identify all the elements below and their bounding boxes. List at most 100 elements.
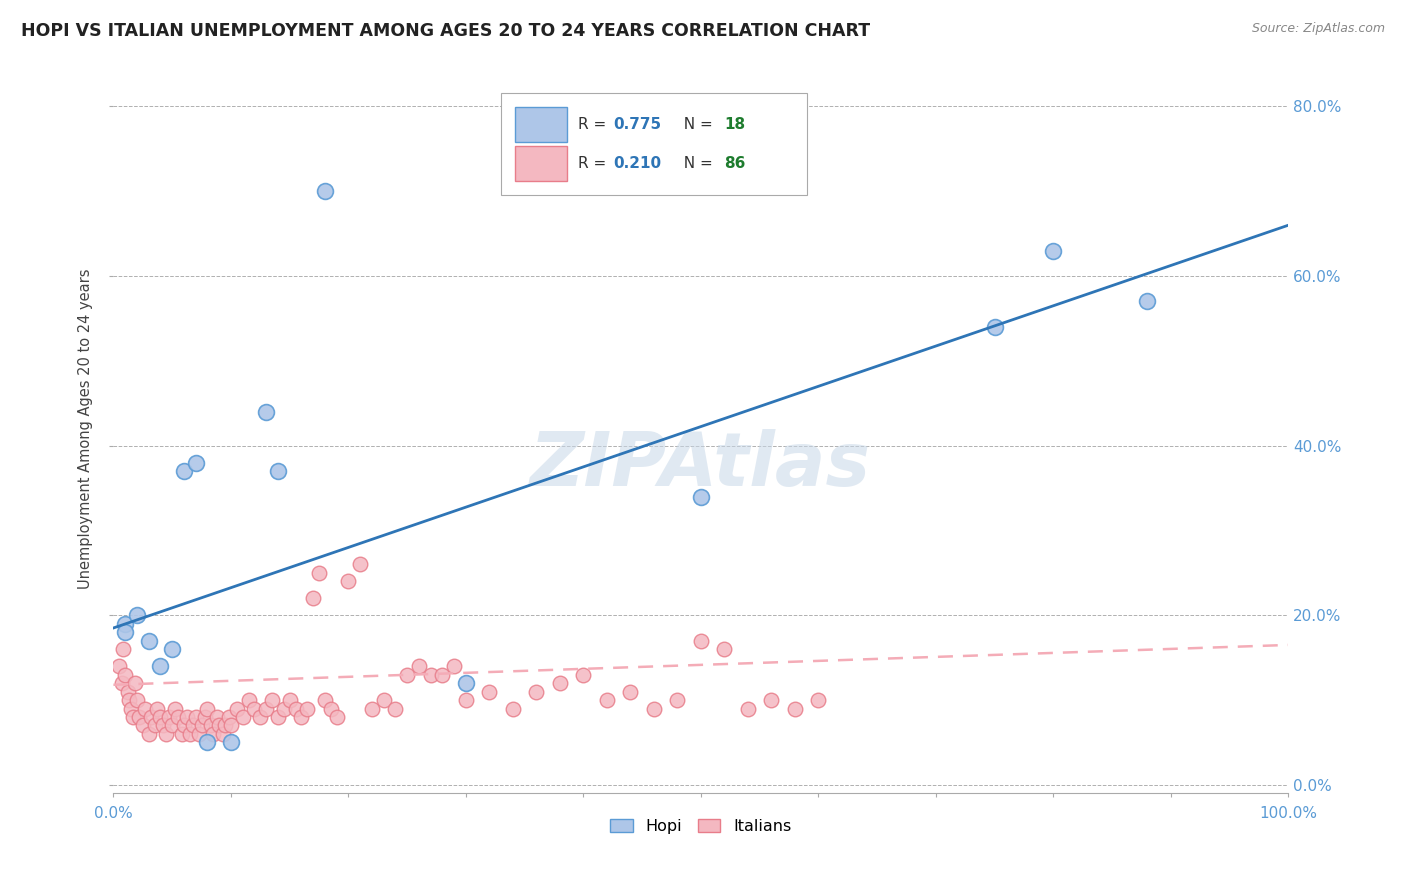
Point (176, 710, 198, 724)
Text: ZIPAtlas: ZIPAtlas (530, 429, 872, 501)
Point (184, 456, 207, 470)
Point (432, 667, 454, 681)
Point (713, 642, 735, 657)
Point (143, 718, 166, 732)
Text: 86: 86 (724, 156, 745, 171)
Point (319, 701, 342, 715)
Point (225, 701, 247, 715)
Point (408, 659, 430, 673)
Point (124, 676, 146, 690)
Point (200, 718, 222, 732)
Point (184, 710, 207, 724)
Point (273, 701, 295, 715)
Point (218, 710, 240, 724)
Point (152, 718, 174, 732)
Text: R =: R = (578, 156, 610, 171)
Point (690, 490, 713, 504)
Point (194, 710, 217, 724)
Point (314, 693, 336, 707)
Point (384, 701, 406, 715)
Text: 0.210: 0.210 (613, 156, 661, 171)
Text: N =: N = (673, 156, 717, 171)
Point (1042, 244, 1064, 258)
Point (737, 701, 759, 715)
Text: R =: R = (578, 117, 610, 132)
Point (548, 676, 571, 690)
Point (134, 701, 156, 715)
Point (807, 693, 830, 707)
Y-axis label: Unemployment Among Ages 20 to 24 years: Unemployment Among Ages 20 to 24 years (79, 268, 93, 589)
Point (163, 701, 186, 715)
Point (181, 718, 204, 732)
Point (666, 693, 689, 707)
Point (478, 684, 501, 698)
Point (122, 710, 145, 724)
Point (454, 693, 477, 707)
Point (108, 659, 131, 673)
Point (314, 184, 336, 198)
Point (249, 710, 271, 724)
FancyBboxPatch shape (515, 146, 567, 181)
Point (208, 718, 231, 732)
Point (308, 566, 330, 580)
Point (146, 701, 169, 715)
Point (232, 710, 254, 724)
Point (219, 718, 242, 732)
Point (167, 710, 190, 724)
Point (284, 701, 307, 715)
Text: 18: 18 (724, 117, 745, 132)
Point (179, 727, 201, 741)
Text: N =: N = (673, 117, 717, 132)
FancyBboxPatch shape (501, 94, 807, 195)
Point (111, 676, 134, 690)
Legend: Hopi, Italians: Hopi, Italians (605, 812, 797, 840)
Point (138, 727, 160, 741)
Point (596, 693, 619, 707)
Point (783, 701, 806, 715)
Point (396, 667, 419, 681)
Point (128, 710, 150, 724)
Point (526, 684, 548, 698)
Point (117, 684, 139, 698)
Point (125, 608, 148, 623)
Point (267, 710, 290, 724)
Point (197, 735, 219, 749)
Point (1136, 294, 1159, 309)
Point (278, 693, 301, 707)
Point (238, 693, 260, 707)
Point (211, 727, 233, 741)
Text: 0.775: 0.775 (613, 117, 661, 132)
Point (761, 693, 783, 707)
Point (160, 642, 183, 657)
Point (118, 693, 141, 707)
Text: Source: ZipAtlas.com: Source: ZipAtlas.com (1251, 22, 1385, 36)
Point (170, 727, 193, 741)
Point (190, 718, 212, 732)
Point (572, 667, 595, 681)
Point (139, 710, 162, 724)
Point (114, 667, 136, 681)
Point (643, 701, 665, 715)
Point (419, 667, 441, 681)
Point (619, 684, 641, 698)
Point (138, 633, 160, 648)
Point (290, 710, 312, 724)
Point (690, 633, 713, 648)
Point (205, 710, 228, 724)
Point (254, 701, 277, 715)
Point (373, 693, 395, 707)
Point (243, 701, 266, 715)
Point (214, 718, 236, 732)
Point (337, 574, 360, 589)
Point (149, 710, 172, 724)
Point (325, 710, 347, 724)
Point (202, 727, 225, 741)
Point (125, 693, 148, 707)
Point (502, 701, 524, 715)
Point (132, 718, 155, 732)
Point (111, 642, 134, 657)
Point (155, 727, 177, 741)
Point (361, 701, 384, 715)
Point (157, 710, 180, 724)
Text: HOPI VS ITALIAN UNEMPLOYMENT AMONG AGES 20 TO 24 YEARS CORRELATION CHART: HOPI VS ITALIAN UNEMPLOYMENT AMONG AGES … (21, 22, 870, 40)
